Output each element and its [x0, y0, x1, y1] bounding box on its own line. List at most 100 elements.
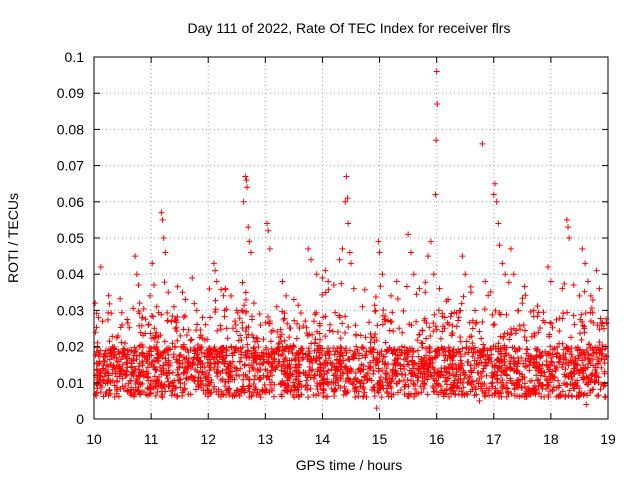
data-point: [553, 393, 560, 400]
data-point: [101, 350, 108, 357]
data-point: [160, 367, 167, 374]
data-point: [95, 360, 102, 367]
data-point: [212, 267, 219, 274]
data-point: [273, 364, 280, 371]
data-point: [228, 292, 235, 299]
data-point: [561, 280, 568, 287]
data-point: [342, 365, 349, 372]
data-point: [547, 375, 554, 382]
data-point: [154, 339, 161, 346]
data-point: [469, 378, 476, 385]
data-point: [252, 338, 259, 345]
data-point: [260, 359, 267, 366]
data-point: [516, 393, 523, 400]
data-point: [290, 383, 297, 390]
data-point: [490, 191, 497, 198]
data-point: [141, 353, 148, 360]
data-point: [339, 245, 346, 252]
data-point: [126, 390, 133, 397]
data-point: [93, 380, 100, 387]
data-point: [226, 391, 233, 398]
data-point: [285, 382, 292, 389]
data-point: [185, 358, 192, 365]
data-point: [479, 140, 486, 147]
data-point: [553, 353, 560, 360]
data-point: [577, 316, 584, 323]
data-point: [527, 356, 534, 363]
data-point: [391, 357, 398, 364]
data-point: [401, 344, 408, 351]
data-point: [284, 387, 291, 394]
y-tick-label: 0.05: [57, 230, 84, 246]
data-point: [488, 351, 495, 358]
data-point: [383, 365, 390, 372]
data-point: [285, 363, 292, 370]
data-point: [575, 355, 582, 362]
data-point: [169, 387, 176, 394]
data-point: [495, 348, 502, 355]
data-point: [384, 379, 391, 386]
data-point: [133, 378, 140, 385]
x-tick-label: 19: [600, 431, 616, 447]
data-point: [316, 360, 323, 367]
data-point: [576, 346, 583, 353]
data-point: [200, 387, 207, 394]
data-point: [513, 382, 520, 389]
data-point: [370, 384, 377, 391]
data-point: [592, 378, 599, 385]
data-point: [539, 361, 546, 368]
data-point: [350, 351, 357, 358]
data-point: [135, 388, 142, 395]
data-point: [336, 312, 343, 319]
data-point: [327, 321, 334, 328]
data-point: [532, 360, 539, 367]
data-point: [496, 242, 503, 249]
data-point: [205, 378, 212, 385]
data-point: [352, 385, 359, 392]
data-point: [259, 360, 266, 367]
data-point: [460, 384, 467, 391]
data-point: [174, 357, 181, 364]
data-point: [263, 346, 270, 353]
data-point: [405, 383, 412, 390]
data-point: [421, 317, 428, 324]
data-point: [180, 369, 187, 376]
data-point: [196, 369, 203, 376]
data-point: [388, 385, 395, 392]
data-point: [145, 385, 152, 392]
data-point: [229, 393, 236, 400]
data-point: [515, 377, 522, 384]
data-point: [480, 353, 487, 360]
data-point: [201, 350, 208, 357]
data-point: [366, 319, 373, 326]
data-point: [416, 331, 423, 338]
data-point: [481, 389, 488, 396]
data-point: [265, 359, 272, 366]
data-point: [232, 322, 239, 329]
data-point: [380, 353, 387, 360]
data-point: [101, 357, 108, 364]
data-point: [570, 312, 577, 319]
data-point: [581, 288, 588, 295]
data-point: [206, 367, 213, 374]
data-point: [499, 385, 506, 392]
data-point: [97, 263, 104, 270]
data-point: [108, 310, 115, 317]
data-point: [290, 296, 297, 303]
data-point: [314, 347, 321, 354]
data-point: [138, 314, 145, 321]
data-point: [290, 391, 297, 398]
data-point: [585, 355, 592, 362]
data-point: [194, 351, 201, 358]
data-point: [452, 362, 459, 369]
data-point: [554, 364, 561, 371]
data-point: [232, 345, 239, 352]
data-point: [545, 362, 552, 369]
data-point: [314, 379, 321, 386]
data-point: [491, 391, 498, 398]
data-point: [245, 224, 252, 231]
data-point: [531, 330, 538, 337]
data-point: [96, 359, 103, 366]
data-point: [314, 386, 321, 393]
data-point: [491, 321, 498, 328]
